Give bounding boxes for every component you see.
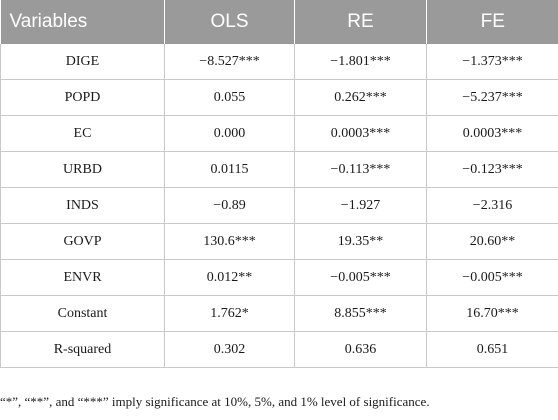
header-variables: Variables <box>0 0 165 44</box>
variable-name: R-squared <box>0 331 165 368</box>
variable-name: POPD <box>0 79 165 116</box>
fe-value: 0.0003*** <box>426 115 558 152</box>
variable-name: INDS <box>0 187 165 224</box>
re-value: 8.855*** <box>294 295 427 332</box>
re-value: 0.636 <box>294 331 427 368</box>
fe-value: −0.005*** <box>426 259 558 296</box>
ols-value: −0.89 <box>164 187 295 224</box>
regression-table: Variables OLS RE FE DIGE −8.527*** −1.80… <box>0 0 558 368</box>
fe-value: 16.70*** <box>426 295 558 332</box>
table-row: Constant 1.762* 8.855*** 16.70*** <box>0 295 558 332</box>
significance-footnote: “*”, “**”, and “***” imply significance … <box>0 394 430 409</box>
fe-value: −5.237*** <box>426 79 558 116</box>
table-row: R-squared 0.302 0.636 0.651 <box>0 331 558 368</box>
variable-name: DIGE <box>0 44 165 80</box>
re-value: 0.262*** <box>294 79 427 116</box>
ols-value: 1.762* <box>164 295 295 332</box>
ols-value: 0.0115 <box>164 151 295 188</box>
ols-value: −8.527*** <box>164 44 295 80</box>
re-value: −0.113*** <box>294 151 427 188</box>
table-row: EC 0.000 0.0003*** 0.0003*** <box>0 115 558 152</box>
ols-value: 0.012** <box>164 259 295 296</box>
re-value: 19.35** <box>294 223 427 260</box>
table-row: GOVP 130.6*** 19.35** 20.60** <box>0 223 558 260</box>
variable-name: GOVP <box>0 223 165 260</box>
table-row: URBD 0.0115 −0.113*** −0.123*** <box>0 151 558 188</box>
variable-name: URBD <box>0 151 165 188</box>
fe-value: −1.373*** <box>426 44 558 80</box>
table-row: ENVR 0.012** −0.005*** −0.005*** <box>0 259 558 296</box>
variable-name: EC <box>0 115 165 152</box>
ols-value: 0.055 <box>164 79 295 116</box>
table-row: DIGE −8.527*** −1.801*** −1.373*** <box>0 44 558 80</box>
fe-value: 20.60** <box>426 223 558 260</box>
table-row: INDS −0.89 −1.927 −2.316 <box>0 187 558 224</box>
header-fe: FE <box>426 0 558 44</box>
table-header-row: Variables OLS RE FE <box>0 0 558 44</box>
re-value: −1.801*** <box>294 44 427 80</box>
fe-value: 0.651 <box>426 331 558 368</box>
fe-value: −2.316 <box>426 187 558 224</box>
table-row: POPD 0.055 0.262*** −5.237*** <box>0 79 558 116</box>
ols-value: 130.6*** <box>164 223 295 260</box>
variable-name: ENVR <box>0 259 165 296</box>
re-value: −0.005*** <box>294 259 427 296</box>
re-value: 0.0003*** <box>294 115 427 152</box>
variable-name: Constant <box>0 295 165 332</box>
fe-value: −0.123*** <box>426 151 558 188</box>
header-ols: OLS <box>164 0 295 44</box>
ols-value: 0.000 <box>164 115 295 152</box>
re-value: −1.927 <box>294 187 427 224</box>
header-re: RE <box>294 0 427 44</box>
ols-value: 0.302 <box>164 331 295 368</box>
regression-table-container: Variables OLS RE FE DIGE −8.527*** −1.80… <box>0 0 558 368</box>
